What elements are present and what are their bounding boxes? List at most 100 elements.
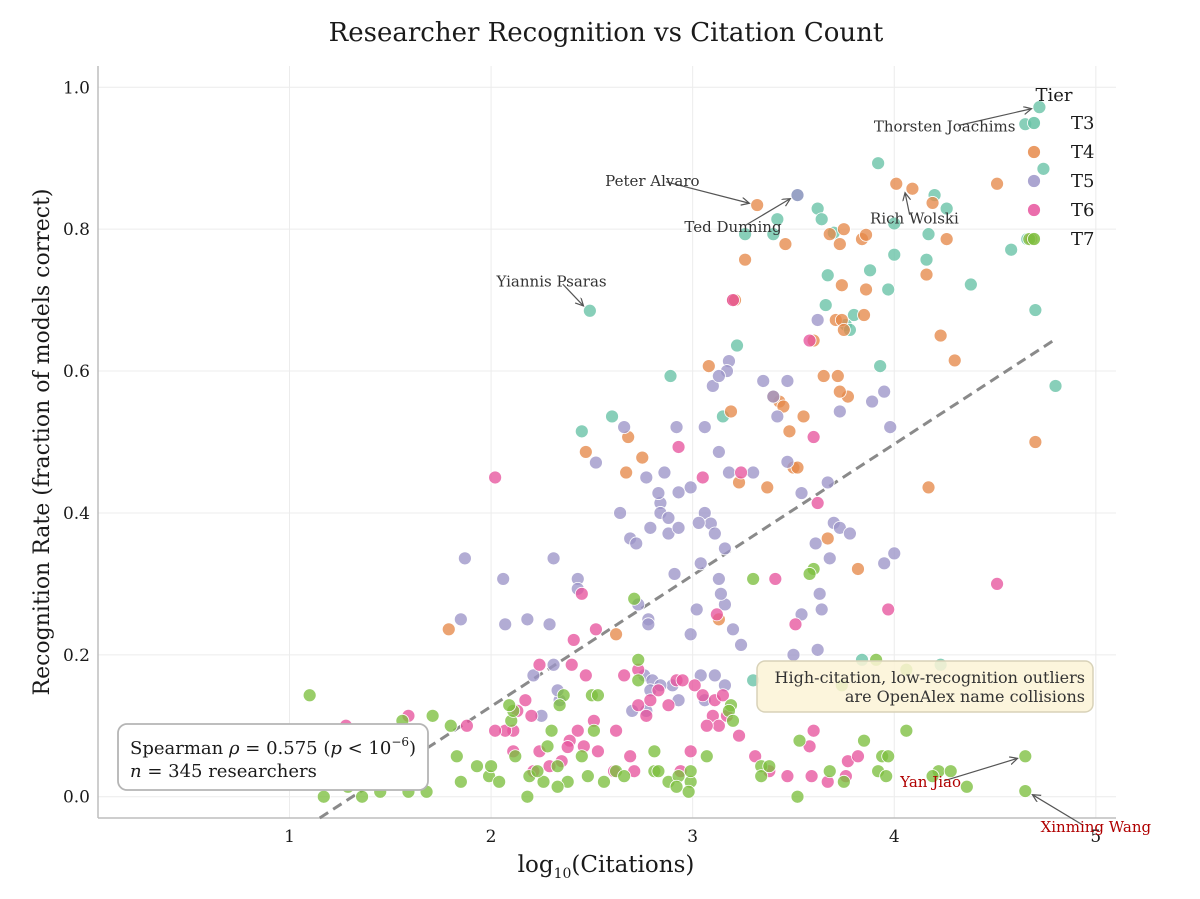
legend-marker-t3	[1027, 116, 1041, 130]
annotation-label: Yan Jiao	[899, 773, 961, 791]
data-point-t7	[508, 749, 523, 764]
data-point-t4	[578, 445, 593, 459]
data-point-t5	[780, 454, 795, 469]
data-point-t5	[707, 526, 722, 541]
data-point-t6	[651, 683, 666, 698]
data-point-t5	[542, 617, 557, 632]
note-line-1: High-citation, low-recognition outliers	[775, 668, 1085, 687]
data-point-t6	[609, 723, 623, 738]
data-point-t4	[836, 222, 851, 237]
data-point-t5	[689, 602, 704, 617]
legend: Tier T3 T4 T5 T6 T7	[1027, 85, 1094, 250]
data-point-t7	[857, 733, 871, 748]
data-point-t4	[857, 308, 871, 322]
data-point-t6	[532, 657, 547, 672]
data-point-t6	[639, 708, 654, 723]
legend-label-t3: T3	[1071, 113, 1094, 134]
data-point-t5	[887, 546, 902, 561]
legend-label-t4: T4	[1071, 142, 1094, 163]
x-axis-label: log10(Citations)	[518, 852, 695, 882]
data-point-t7	[802, 567, 817, 581]
data-point-t7	[631, 673, 646, 688]
data-point-t3	[605, 409, 619, 424]
data-point-t6	[716, 688, 730, 703]
data-point-t5	[770, 409, 785, 424]
annotation-arrow	[1032, 795, 1084, 826]
data-point-t3	[574, 424, 589, 439]
data-point-t6	[687, 678, 702, 693]
data-point-t4	[939, 232, 954, 247]
data-point-t5	[780, 374, 795, 388]
data-point-t3	[887, 216, 902, 231]
data-point-t5	[683, 627, 698, 642]
x-tick-label: 2	[486, 827, 497, 847]
data-point-t3	[1004, 242, 1019, 257]
data-point-t7	[574, 749, 589, 764]
legend-label-t6: T6	[1071, 200, 1094, 221]
legend-label-t7: T7	[1071, 229, 1094, 250]
data-point-t7	[899, 723, 914, 738]
annotation-arrow	[665, 181, 749, 203]
data-point-t5	[683, 480, 698, 495]
data-point-t6	[768, 572, 783, 586]
data-point-t4	[889, 176, 904, 191]
data-point-t7	[925, 769, 940, 784]
x-tick-label: 3	[687, 827, 698, 847]
data-point-t4	[796, 409, 811, 424]
data-point-t5	[457, 551, 472, 566]
data-point-t5	[707, 668, 722, 683]
data-point-t5	[786, 647, 801, 662]
data-point-t4	[441, 622, 456, 637]
data-point-t4	[830, 369, 845, 383]
data-point-t5	[496, 572, 511, 586]
data-point-t6	[617, 668, 632, 683]
data-point-t7	[669, 779, 684, 794]
data-point-t7	[631, 652, 646, 667]
data-point-t6	[851, 749, 865, 764]
data-point-t7	[726, 713, 740, 728]
data-point-t7	[443, 718, 458, 733]
data-point-t6	[631, 698, 646, 713]
data-point-t7	[302, 688, 317, 703]
data-point-t6	[578, 668, 593, 683]
annotations: Thorsten Joachims Peter Alvaro Ted Dunning…	[496, 109, 1151, 836]
data-point-t5	[756, 374, 771, 388]
data-point-t6	[488, 723, 503, 738]
data-point-t5	[711, 572, 726, 586]
y-tick-label: 1.0	[63, 78, 90, 98]
data-point-t6	[683, 744, 698, 759]
data-point-t5	[643, 520, 658, 535]
data-point-t4	[822, 227, 837, 242]
data-point-t7	[544, 723, 559, 738]
data-point-t6	[705, 708, 720, 723]
annotation-arrow	[745, 199, 791, 226]
data-point-t4	[782, 424, 797, 439]
data-point-t6	[589, 622, 603, 637]
data-point-t3	[873, 359, 888, 373]
data-point-t6	[518, 693, 533, 708]
y-tick-label: 0.2	[63, 646, 90, 666]
data-point-t4	[1028, 435, 1043, 449]
data-point-t5	[671, 485, 686, 500]
data-point-t4	[921, 480, 936, 495]
data-point-t3	[887, 247, 902, 262]
data-point-t6	[748, 749, 763, 764]
data-point-t5	[641, 617, 656, 632]
data-point-t7	[453, 774, 468, 789]
chart-title: Researcher Recognition vs Citation Count	[329, 18, 884, 48]
data-point-t5	[711, 369, 726, 383]
data-point-t7	[699, 749, 714, 764]
data-point-t5	[613, 506, 628, 520]
note-box-frame	[756, 660, 1094, 713]
grid-lines	[98, 66, 1116, 818]
data-point-t7	[879, 769, 894, 784]
data-point-t5	[790, 188, 805, 203]
data-point-t5	[722, 465, 736, 480]
data-point-t7	[492, 774, 507, 789]
data-point-t6	[566, 633, 581, 647]
data-point-t4	[778, 237, 793, 251]
data-point-t7	[943, 764, 958, 779]
annotation-label: Rich Wolski	[870, 210, 959, 228]
legend-label-t5: T5	[1071, 171, 1094, 192]
data-point-t6	[806, 723, 821, 738]
